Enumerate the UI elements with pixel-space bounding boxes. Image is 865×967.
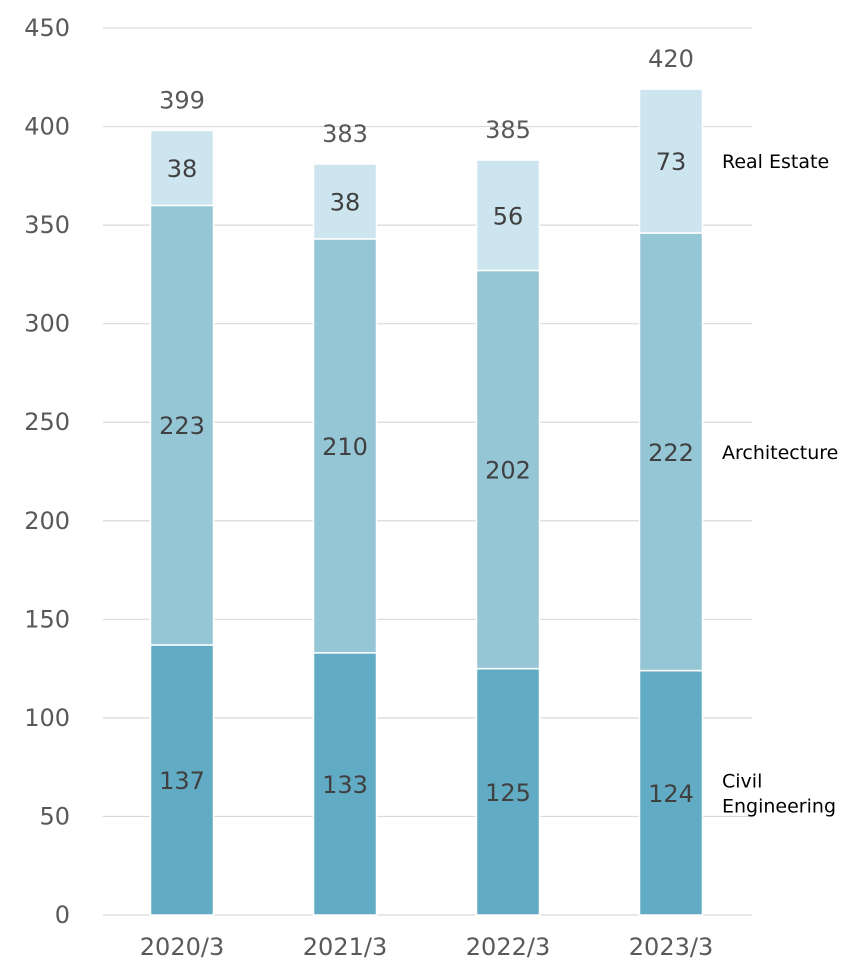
- data-label: 56: [493, 202, 524, 230]
- y-tick-label: 400: [24, 113, 70, 141]
- data-label: 38: [167, 155, 198, 183]
- x-axis: 2020/3 2021/3 2022/3 2023/3: [140, 933, 713, 961]
- data-label: 73: [656, 148, 687, 176]
- y-tick-label: 250: [24, 408, 70, 436]
- data-label: 210: [322, 433, 368, 461]
- y-tick-label: 200: [24, 507, 70, 535]
- legend: Civil Engineering Architecture Real Estate: [722, 151, 838, 817]
- y-tick-label: 100: [24, 704, 70, 732]
- bar-segment-architecture-2022/3: [475, 269, 541, 670]
- bar-segment-architecture-2021/3: [312, 238, 378, 654]
- legend-label: Engineering: [722, 795, 836, 817]
- bar-segment-civil-engineering-2022/3: [475, 667, 541, 916]
- data-label: 223: [159, 412, 205, 440]
- x-tick-label: 2022/3: [466, 933, 550, 961]
- data-label: 125: [485, 779, 531, 807]
- total-label: 385: [485, 116, 531, 144]
- bar-segment-civil-engineering-2023/3: [638, 669, 704, 916]
- data-label: 222: [648, 439, 694, 467]
- data-label: 137: [159, 767, 205, 795]
- bar-segment-real-estate-2022/3: [475, 159, 541, 272]
- y-tick-label: 350: [24, 211, 70, 239]
- y-tick-label: 0: [55, 901, 70, 929]
- legend-label: Civil: [722, 770, 762, 792]
- x-tick-label: 2021/3: [303, 933, 387, 961]
- data-label: 38: [330, 188, 361, 216]
- data-label: 124: [648, 780, 694, 808]
- y-tick-label: 50: [39, 802, 70, 830]
- y-tick-label: 150: [24, 605, 70, 633]
- bars: 137 223 38 399 133 210 38 383 125 202 56 385 124 222 7…: [149, 45, 704, 916]
- legend-label: Architecture: [722, 442, 838, 464]
- bar-segment-architecture-2023/3: [638, 232, 704, 672]
- y-tick-label: 300: [24, 310, 70, 338]
- total-label: 383: [322, 120, 368, 148]
- bar-segment-real-estate-2023/3: [638, 88, 704, 234]
- data-label: 202: [485, 457, 531, 485]
- bar-segment-real-estate-2020/3: [149, 129, 215, 207]
- legend-label: Real Estate: [722, 151, 829, 173]
- x-tick-label: 2020/3: [140, 933, 224, 961]
- y-tick-label: 450: [24, 14, 70, 42]
- bar-segment-civil-engineering-2021/3: [312, 652, 378, 916]
- bar-segment-real-estate-2021/3: [312, 163, 378, 240]
- data-label: 133: [322, 771, 368, 799]
- x-tick-label: 2023/3: [629, 933, 713, 961]
- total-label: 420: [648, 45, 694, 73]
- total-label: 399: [159, 86, 205, 114]
- y-axis: 0 50 100 150 200 250 300 350 400 450: [24, 14, 70, 929]
- bar-segment-architecture-2020/3: [149, 204, 215, 646]
